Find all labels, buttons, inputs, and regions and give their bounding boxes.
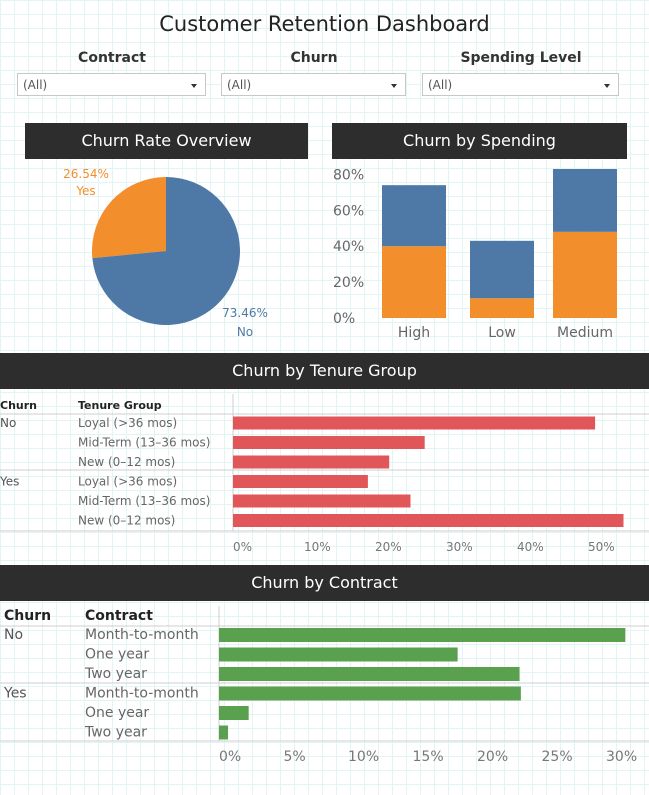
spending-panel-header: Churn by Spending: [332, 123, 627, 159]
x-tick-label: 20%: [477, 749, 508, 765]
x-tick-label: 0%: [233, 540, 252, 554]
chevron-down-icon: [391, 84, 397, 88]
col-header-group: Tenure Group: [78, 399, 162, 412]
y-tick-label: 60%: [333, 203, 364, 219]
bar-low-seg-0: [470, 298, 534, 318]
row-churn-label: Yes: [0, 475, 19, 489]
x-tick-label: 10%: [348, 749, 379, 765]
row-churn-label: Yes: [3, 686, 27, 702]
row-group-label: Loyal (>36 mos): [78, 416, 177, 430]
row-group-label: Loyal (>36 mos): [78, 475, 177, 489]
bar: [219, 667, 520, 681]
churn-filter-label: Churn: [290, 50, 338, 66]
churn-filter-value: (All): [227, 78, 252, 92]
x-tick-label: 20%: [375, 540, 402, 554]
bar: [219, 725, 229, 740]
tenure-panel-header: Churn by Tenure Group: [0, 353, 649, 389]
churn-filter-dropdown[interactable]: (All): [221, 73, 406, 96]
spending-filter-label: Spending Level: [460, 50, 582, 66]
spending-filter-value: (All): [428, 78, 453, 92]
bar: [233, 494, 411, 508]
bar-high-seg-0: [382, 246, 446, 318]
x-tick-label: 10%: [304, 540, 331, 554]
y-tick-label: 0%: [333, 311, 355, 327]
x-tick-label: 15%: [413, 749, 444, 765]
spending-filter-dropdown[interactable]: (All): [422, 73, 619, 96]
col-header-churn: Churn: [0, 399, 37, 412]
contract-panel-header: Churn by Contract: [0, 565, 649, 601]
bar: [219, 628, 626, 642]
row-group-label: Mid-Term (13–36 mos): [78, 436, 210, 450]
x-tick-label: 25%: [542, 749, 573, 765]
row-group-label: Month-to-month: [85, 686, 199, 702]
col-header-churn: Churn: [4, 608, 51, 624]
churn-rate-pie-chart[interactable]: 26.54% Yes 73.46% No: [0, 160, 320, 350]
bar: [233, 436, 425, 449]
row-churn-label: No: [0, 416, 16, 430]
tenure-bar-chart[interactable]: Churn Tenure Group No Loyal (>36 mos) Mid-Te…: [0, 390, 649, 562]
contract-filter-dropdown[interactable]: (All): [17, 73, 206, 96]
bar: [233, 416, 596, 430]
chevron-down-icon: [191, 84, 197, 88]
dashboard-title: Customer Retention Dashboard: [159, 12, 490, 36]
row-group-label: Two year: [84, 725, 147, 741]
bar: [219, 706, 249, 720]
x-tick-label: 5%: [284, 749, 306, 765]
y-tick-label: 20%: [333, 275, 364, 291]
row-group-label: New (0–12 mos): [78, 455, 175, 469]
pie-panel-header: Churn Rate Overview: [25, 123, 308, 159]
row-churn-label: No: [4, 627, 23, 643]
row-group-label: Month-to-month: [85, 627, 199, 643]
x-tick-label: 40%: [517, 540, 544, 554]
bar: [219, 647, 458, 662]
pie-slice-no: [92, 177, 240, 325]
x-tick-label: Medium: [557, 325, 613, 341]
row-group-label: One year: [85, 647, 149, 663]
pie-label-yes-pct: 26.54%: [63, 167, 109, 181]
pie-label-yes: Yes: [75, 184, 95, 198]
contract-bar-chart[interactable]: Churn Contract No Month-to-month One year Two…: [0, 602, 649, 792]
x-tick-label: 0%: [219, 749, 241, 765]
bar-medium-seg-0: [553, 231, 617, 318]
x-tick-label: High: [398, 325, 430, 341]
bar-high-seg-1: [382, 185, 446, 247]
bar-low-seg-1: [470, 240, 534, 299]
spending-bar-chart[interactable]: 0% 20% 40% 60% 80% High Low Medium: [325, 160, 649, 350]
row-group-label: Mid-Term (13–36 mos): [78, 494, 210, 508]
x-tick-label: 30%: [446, 540, 473, 554]
pie-label-no-pct: 73.46%: [222, 306, 268, 320]
chevron-down-icon: [604, 84, 610, 88]
x-tick-label: 50%: [588, 540, 615, 554]
x-tick-label: Low: [488, 325, 516, 341]
bar: [233, 455, 390, 469]
contract-filter-label: Contract: [78, 50, 146, 66]
y-tick-label: 80%: [333, 167, 364, 183]
bar: [233, 475, 368, 488]
row-group-label: Two year: [84, 666, 147, 682]
bar: [219, 686, 521, 701]
bar-medium-seg-1: [553, 169, 617, 232]
pie-slice-yes: [91, 177, 166, 259]
pie-label-no: No: [237, 325, 253, 339]
col-header-group: Contract: [85, 608, 153, 624]
bar: [233, 514, 624, 527]
x-tick-label: 30%: [606, 749, 637, 765]
row-group-label: New (0–12 mos): [78, 514, 175, 528]
y-tick-label: 40%: [333, 239, 364, 255]
row-group-label: One year: [85, 705, 149, 721]
contract-filter-value: (All): [23, 78, 48, 92]
